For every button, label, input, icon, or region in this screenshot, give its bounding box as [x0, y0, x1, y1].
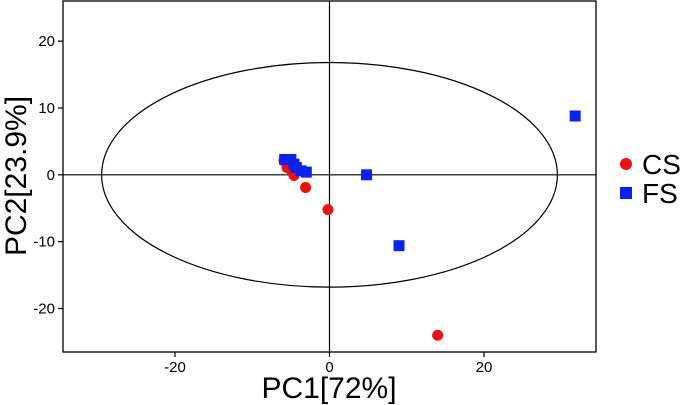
x-tick-label: 0: [325, 359, 333, 376]
x-axis: -20 0 20: [164, 352, 492, 376]
confidence-ellipse: [101, 61, 558, 288]
legend-item-fs: FS: [620, 178, 678, 209]
series-fs: [279, 110, 581, 252]
y-axis: -20 -10 0 10 20: [33, 33, 63, 318]
point-fs: [300, 166, 312, 178]
point-fs: [279, 153, 291, 165]
legend-label-cs: CS: [642, 149, 681, 180]
point-fs: [393, 240, 405, 252]
y-axis-title: PC2[23.9%]: [0, 96, 33, 256]
point-cs: [300, 182, 312, 194]
data-points: [278, 110, 581, 341]
point-cs: [432, 329, 444, 341]
legend-marker-fs: [620, 187, 632, 199]
series-cs: [278, 155, 444, 341]
confidence-ellipse-group: [101, 61, 558, 288]
point-fs: [361, 169, 373, 181]
y-tick-label: 0: [47, 167, 55, 184]
x-tick-label: 20: [476, 359, 493, 376]
legend-item-cs: CS: [620, 149, 681, 180]
legend-label-fs: FS: [642, 178, 678, 209]
y-tick-label: -20: [33, 301, 55, 318]
y-tick-label: 20: [38, 33, 55, 50]
x-tick-label: -20: [164, 359, 186, 376]
point-cs: [322, 204, 334, 216]
legend-marker-cs: [620, 158, 632, 170]
reference-lines: [63, 1, 596, 352]
y-tick-label: 10: [38, 100, 55, 117]
y-tick-label: -10: [33, 234, 55, 251]
x-axis-title: PC1[72%]: [261, 372, 396, 405]
point-fs: [569, 110, 581, 122]
